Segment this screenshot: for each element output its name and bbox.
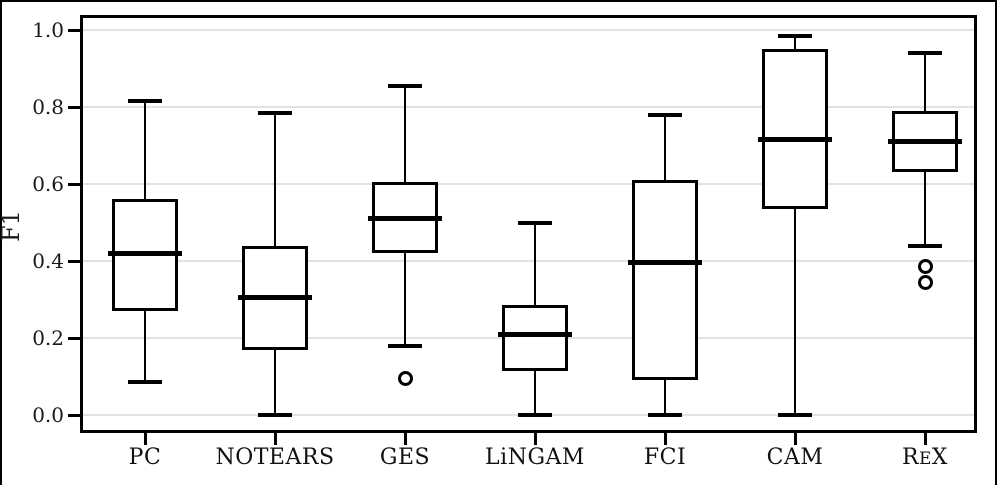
boxplot-whisker-cap-lower — [518, 413, 552, 417]
boxplot-whisker-lower — [663, 380, 667, 415]
x-tick-mark — [143, 433, 147, 445]
y-tick-mark — [68, 336, 80, 340]
x-tick-label: GES — [379, 445, 431, 470]
frame-rule-left — [0, 0, 2, 485]
boxplot-median — [368, 216, 442, 222]
boxplot-whisker-cap-upper — [258, 110, 292, 115]
boxplot-whisker-upper — [663, 114, 667, 181]
boxplot-whisker-lower — [403, 253, 407, 346]
y-tick-mark — [68, 182, 80, 186]
boxplot-whisker-upper — [923, 53, 927, 111]
boxplot-median — [758, 137, 832, 143]
frame-rule-right — [995, 0, 997, 485]
x-tick-label: FCI — [643, 445, 687, 470]
boxplot-box — [632, 180, 698, 381]
x-tick-label: NOTEARS — [215, 445, 335, 470]
boxplot-median — [628, 260, 702, 266]
y-tick-mark — [68, 28, 80, 32]
boxplot-whisker-upper — [533, 222, 537, 306]
x-tick-label: PC — [128, 445, 162, 470]
boxplot-box — [502, 305, 568, 371]
boxplot-box — [762, 49, 828, 210]
boxplot-whisker-lower — [923, 172, 927, 246]
boxplot-whisker-cap-lower — [908, 243, 942, 248]
boxplot-outlier — [917, 274, 933, 290]
boxplot-whisker-lower — [793, 209, 797, 415]
boxplot-whisker-cap-lower — [128, 380, 162, 385]
boxplot-whisker-lower — [143, 311, 147, 383]
y-tick-label: 0.8 — [32, 95, 64, 119]
y-tick-label: 0.2 — [32, 326, 64, 350]
boxplot-median — [888, 139, 962, 145]
y-tick-label: 0.6 — [32, 172, 64, 196]
boxplot-whisker-cap-upper — [388, 83, 422, 88]
boxplot-whisker-cap-upper — [128, 99, 162, 104]
boxplot-whisker-upper — [403, 85, 407, 183]
boxplot-whisker-cap-lower — [778, 413, 812, 417]
boxplot-whisker-cap-upper — [908, 51, 942, 56]
y-tick-mark — [68, 259, 80, 263]
plot-area — [80, 15, 977, 433]
boxplot-median — [498, 331, 572, 337]
gridline — [83, 260, 974, 262]
frame-rule-top — [0, 0, 997, 2]
boxplot-whisker-cap-upper — [648, 112, 682, 117]
boxplot-whisker-upper — [793, 35, 797, 50]
boxplot-whisker-cap-lower — [258, 413, 292, 417]
y-tick-label: 0.0 — [32, 403, 64, 427]
y-tick-label: 1.0 — [32, 18, 64, 42]
gridline — [83, 106, 974, 108]
boxplot-whisker-upper — [273, 112, 277, 246]
smallcap-letter: E — [919, 448, 932, 468]
x-tick-mark — [273, 433, 277, 445]
x-tick-mark — [403, 433, 407, 445]
boxplot-whisker-lower — [533, 370, 537, 415]
boxplot-whisker-cap-lower — [388, 343, 422, 348]
boxplot-outlier — [917, 259, 933, 275]
gridline — [83, 183, 974, 185]
x-tick-label: LiNGAM — [485, 445, 585, 470]
x-tick-label: REX — [902, 445, 948, 470]
y-tick-label: 0.4 — [32, 249, 64, 273]
boxplot-median — [108, 250, 182, 256]
y-tick-mark — [68, 105, 80, 109]
boxplot-median — [238, 295, 312, 301]
boxplot-whisker-cap-upper — [778, 33, 812, 38]
boxplot-whisker-cap-lower — [648, 413, 682, 417]
plot-canvas — [83, 18, 974, 430]
x-tick-mark — [793, 433, 797, 445]
boxplot-outlier — [397, 370, 413, 386]
gridline — [83, 29, 974, 31]
y-tick-mark — [68, 413, 80, 417]
x-tick-mark — [923, 433, 927, 445]
boxplot-whisker-upper — [143, 101, 147, 200]
x-tick-mark — [663, 433, 667, 445]
x-tick-mark — [533, 433, 537, 445]
x-tick-label: CAM — [766, 445, 824, 470]
boxplot-whisker-lower — [273, 349, 277, 415]
boxplot-whisker-cap-upper — [518, 220, 552, 225]
